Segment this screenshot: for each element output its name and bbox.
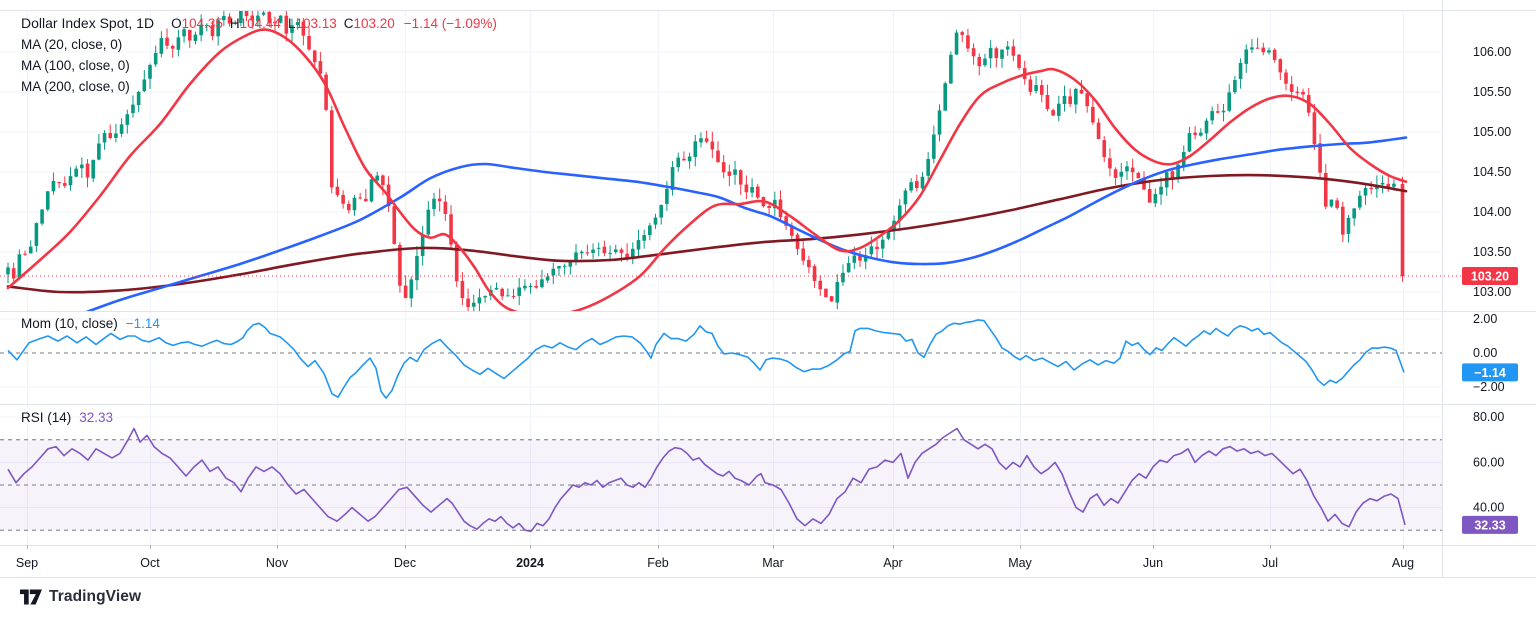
candles-layer: [6, 10, 1405, 311]
ma20-line: [6, 28, 1408, 311]
svg-text:Jul: Jul: [1262, 556, 1278, 570]
svg-text:Oct: Oct: [140, 556, 160, 570]
svg-text:0.00: 0.00: [1473, 346, 1497, 360]
svg-text:Dec: Dec: [394, 556, 416, 570]
svg-text:105.50: 105.50: [1473, 85, 1511, 99]
ma100-line: [85, 136, 1408, 311]
ma200-line: [6, 173, 1408, 294]
close-value: 103.20: [353, 16, 395, 31]
tradingview-logo-text: TradingView: [49, 588, 142, 605]
change-value: −1.14 (−1.09%): [403, 16, 497, 31]
svg-text:Sep: Sep: [16, 556, 38, 570]
legend-ma20-row[interactable]: MA (20, close, 0): [21, 37, 123, 52]
momentum-label[interactable]: Mom (10, close): [21, 316, 118, 331]
ma-lines: [6, 28, 1408, 311]
close-label: C: [343, 16, 354, 31]
svg-text:−2.00: −2.00: [1473, 380, 1505, 394]
last-price-badge: 103.20: [1462, 267, 1518, 285]
legend-main: Dollar Index Spot, 1D O104.35 H104.44 L103.…: [21, 13, 497, 97]
svg-text:60.00: 60.00: [1473, 455, 1504, 469]
svg-text:40.00: 40.00: [1473, 501, 1504, 515]
legend-momentum[interactable]: Mom (10, close) −1.14: [21, 316, 160, 331]
rsi-line: [7, 427, 1406, 533]
momentum-series: [7, 319, 1405, 399]
legend-symbol-row[interactable]: Dollar Index Spot, 1D O104.35 H104.44 L103.…: [21, 13, 497, 34]
high-label: H: [229, 16, 240, 31]
tradingview-logo-icon: [20, 589, 42, 605]
symbol-title[interactable]: Dollar Index Spot, 1D: [21, 15, 155, 31]
momentum-line: [7, 319, 1405, 399]
svg-text:32.33: 32.33: [1474, 518, 1505, 532]
svg-text:2.00: 2.00: [1473, 312, 1497, 326]
svg-text:−1.14: −1.14: [1474, 366, 1506, 380]
svg-text:Aug: Aug: [1392, 556, 1414, 570]
svg-text:2024: 2024: [516, 556, 544, 570]
open-value: 104.35: [181, 16, 223, 31]
momentum-value: −1.14: [125, 316, 160, 331]
svg-text:Nov: Nov: [266, 556, 289, 570]
svg-text:104.50: 104.50: [1473, 165, 1511, 179]
svg-text:Apr: Apr: [883, 556, 902, 570]
price-axis[interactable]: 106.00 105.50 105.00 104.50 104.00 103.50 103.…: [1473, 45, 1511, 515]
rsi-badge: 32.33: [1462, 515, 1518, 534]
rsi-series: [7, 427, 1406, 533]
high-value: 104.44: [239, 16, 281, 31]
svg-text:103.50: 103.50: [1473, 245, 1511, 259]
svg-text:80.00: 80.00: [1473, 410, 1504, 424]
svg-text:103.00: 103.00: [1473, 285, 1511, 299]
momentum-badge: −1.14: [1462, 363, 1518, 382]
tradingview-logo[interactable]: TradingView: [20, 588, 141, 606]
ohlc-values: O104.35 H104.44 L103.13 C103.20 −1.14 (−1.09…: [164, 16, 497, 31]
time-axis[interactable]: Sep Oct Nov Dec 2024 Feb Mar Apr May Jun Jul Aug: [16, 545, 1414, 570]
svg-text:105.00: 105.00: [1473, 125, 1511, 139]
svg-text:Jun: Jun: [1143, 556, 1163, 570]
svg-text:Feb: Feb: [647, 556, 669, 570]
pane-separators: [0, 0, 1536, 578]
legend-ma100-row[interactable]: MA (100, close, 0): [21, 58, 130, 73]
rsi-value: 32.33: [79, 410, 114, 425]
grid-layer: [0, 10, 1442, 545]
legend-rsi[interactable]: RSI (14) 32.33: [21, 410, 113, 425]
svg-text:103.20: 103.20: [1471, 270, 1509, 284]
svg-text:106.00: 106.00: [1473, 45, 1511, 59]
footer: TradingView: [20, 588, 141, 606]
rsi-label[interactable]: RSI (14): [21, 410, 72, 425]
low-label: L: [287, 16, 296, 31]
indicator-levels: [0, 352, 1442, 531]
legend-ma200-row[interactable]: MA (200, close, 0): [21, 79, 130, 94]
svg-text:Mar: Mar: [762, 556, 784, 570]
open-label: O: [171, 16, 182, 31]
low-value: 103.13: [295, 16, 337, 31]
svg-text:104.00: 104.00: [1473, 205, 1511, 219]
svg-text:May: May: [1008, 556, 1032, 570]
